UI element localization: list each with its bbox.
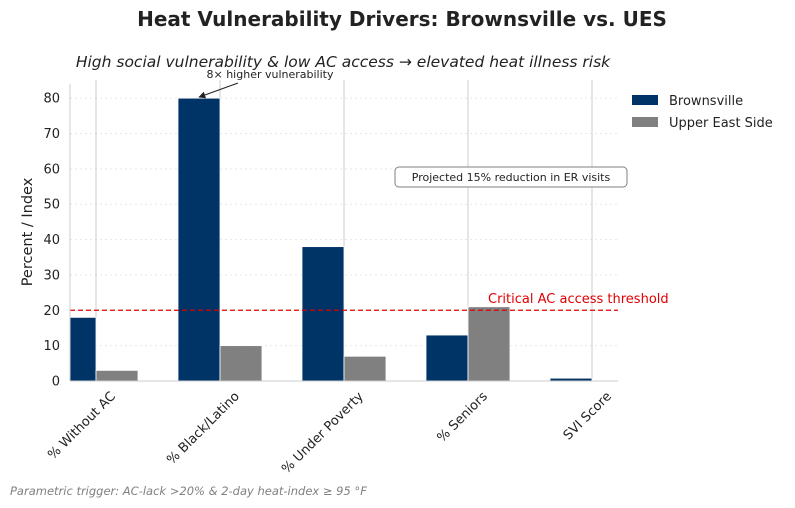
y-tick-label: 50: [43, 198, 60, 213]
chart-subtitle: High social vulnerability & low AC acces…: [76, 53, 611, 71]
bar-upper-east-side: [219, 345, 263, 382]
y-axis-label: Percent / Index: [20, 177, 36, 286]
annotation-vulnerability-text: 8× higher vulnerability: [207, 68, 334, 81]
threshold-label: Critical AC access threshold: [488, 292, 669, 307]
y-tick-label: 40: [43, 233, 60, 248]
x-ticks: % Without AC % Black/Latino % Under Povert…: [45, 389, 615, 477]
legend: Brownsville Upper East Side: [632, 94, 773, 131]
x-tick-label: % Black/Latino: [164, 389, 243, 468]
annotation-box: [394, 166, 628, 188]
bar-upper-east-side: [343, 355, 387, 382]
y-tick-label: 80: [43, 92, 60, 107]
bar-brownsville: [177, 97, 221, 382]
bar-brownsville: [301, 246, 345, 382]
annotation-arrow: [198, 82, 239, 99]
x-tick-label: % Under Poverty: [279, 389, 367, 477]
y-tick-label: 10: [43, 339, 60, 354]
x-tick-label: % Without AC: [45, 389, 119, 463]
legend-swatch: [632, 95, 658, 105]
x-tick-label: SVI Score: [561, 389, 615, 443]
bar-upper-east-side: [95, 369, 139, 382]
footnote: Parametric trigger: AC-lack >20% & 2-day…: [10, 484, 367, 498]
y-tick-label: 60: [43, 162, 60, 177]
y-tick-label: 0: [52, 375, 60, 390]
bar-upper-east-side: [467, 306, 511, 382]
bar-brownsville: [425, 334, 469, 382]
annotation-er-text: Projected 15% reduction in ER visits: [412, 171, 611, 184]
y-tick-label: 30: [43, 268, 60, 283]
legend-label: Brownsville: [669, 94, 743, 109]
y-tick-label: 20: [43, 304, 60, 319]
axes: [69, 84, 618, 382]
y-ticks: 0 10 20 30 40 50 60 70 80: [43, 92, 60, 390]
y-tick-label: 70: [43, 127, 60, 142]
annotation-vulnerability: 8× higher vulnerability: [198, 68, 334, 99]
bar-brownsville: [69, 316, 97, 382]
x-tick-label: % Seniors: [434, 389, 490, 445]
chart-title: Heat Vulnerability Drivers: Brownsville …: [137, 7, 667, 31]
bars: [69, 97, 635, 382]
legend-label: Upper East Side: [669, 116, 773, 131]
annotation-er-reduction: Projected 15% reduction in ER visits: [394, 166, 628, 188]
legend-swatch: [632, 117, 658, 127]
